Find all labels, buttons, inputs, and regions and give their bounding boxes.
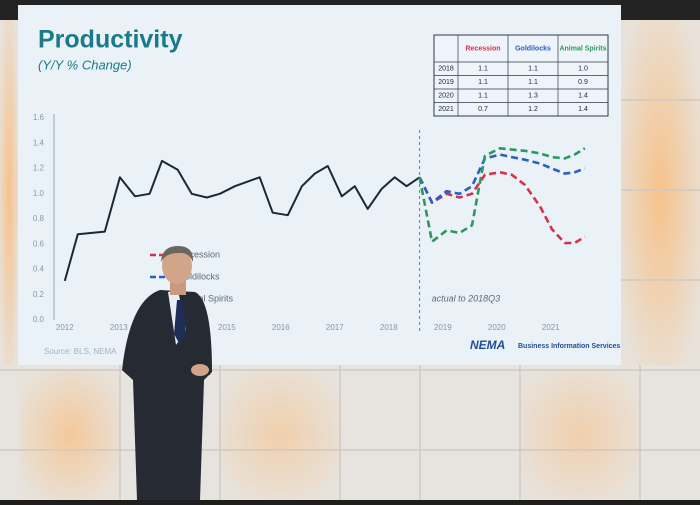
plot: 0.00.20.40.60.81.01.21.41.62012201320142… [33, 113, 586, 334]
y-tick-label: 1.6 [33, 113, 45, 122]
y-tick-label: 0.8 [33, 214, 45, 223]
table-cell: 1.3 [528, 93, 538, 100]
table-cell: 1.1 [478, 66, 488, 73]
speaker [122, 246, 212, 500]
chart-subtitle: (Y/Y % Change) [38, 57, 132, 72]
table-cell: 1.0 [578, 66, 588, 73]
table-cell: 2018 [438, 66, 454, 73]
x-tick-label: 2020 [488, 323, 506, 332]
scenario-table: Recession Goldilocks Animal Spirits 2018 1.1… [433, 34, 609, 117]
table-cell: 1.2 [528, 106, 538, 113]
x-tick-label: 2015 [218, 323, 236, 332]
actual-line [63, 159, 421, 282]
table-cell: 1.4 [578, 93, 588, 100]
table-cell: 0.9 [578, 79, 588, 86]
wall-panels [0, 20, 700, 500]
table-header: Recession [465, 45, 500, 52]
table-header: Goldilocks [515, 45, 551, 52]
legend-label: Recession [178, 249, 220, 259]
table-header: Animal Spirits [559, 45, 606, 52]
table-cell: 1.1 [528, 66, 538, 73]
y-tick-label: 0.4 [33, 265, 45, 274]
y-tick-label: 1.0 [33, 189, 45, 198]
table-cell: 2019 [438, 79, 454, 86]
chart-title: Productivity [38, 26, 183, 54]
x-tick-label: 2013 [110, 323, 128, 332]
x-tick-label: 2021 [542, 323, 560, 332]
forecast-line [418, 171, 586, 245]
x-tick-label: 2017 [326, 323, 344, 332]
table-cell: 1.1 [528, 79, 538, 86]
legend-label: Goldilocks [178, 271, 220, 281]
table-cell: 0.7 [478, 106, 488, 113]
y-tick-label: 0.2 [33, 290, 45, 299]
table-cell: 2020 [438, 93, 454, 100]
annotation: actual to 2018Q3 [432, 293, 501, 303]
y-tick-label: 0.6 [33, 239, 45, 248]
x-tick-label: 2012 [56, 323, 74, 332]
x-tick-label: 2016 [272, 323, 290, 332]
logo-brand: NEMA [470, 338, 505, 352]
logo-tagline: Business Information Services [518, 343, 620, 350]
x-tick-label: 2019 [434, 323, 452, 332]
x-tick-label: 2018 [380, 323, 398, 332]
source-note: Source: BLS, NEMA [44, 347, 117, 356]
table-cell: 1.1 [478, 79, 488, 86]
table-cell: 2021 [438, 106, 454, 113]
table-cell: 1.4 [578, 106, 588, 113]
y-tick-label: 0.0 [33, 315, 45, 324]
table-cell: 1.1 [478, 93, 488, 100]
forecast-line [418, 153, 586, 204]
legend-label: Animal Spirits [178, 293, 234, 303]
y-tick-label: 1.4 [33, 138, 45, 147]
y-tick-label: 1.2 [33, 164, 45, 173]
